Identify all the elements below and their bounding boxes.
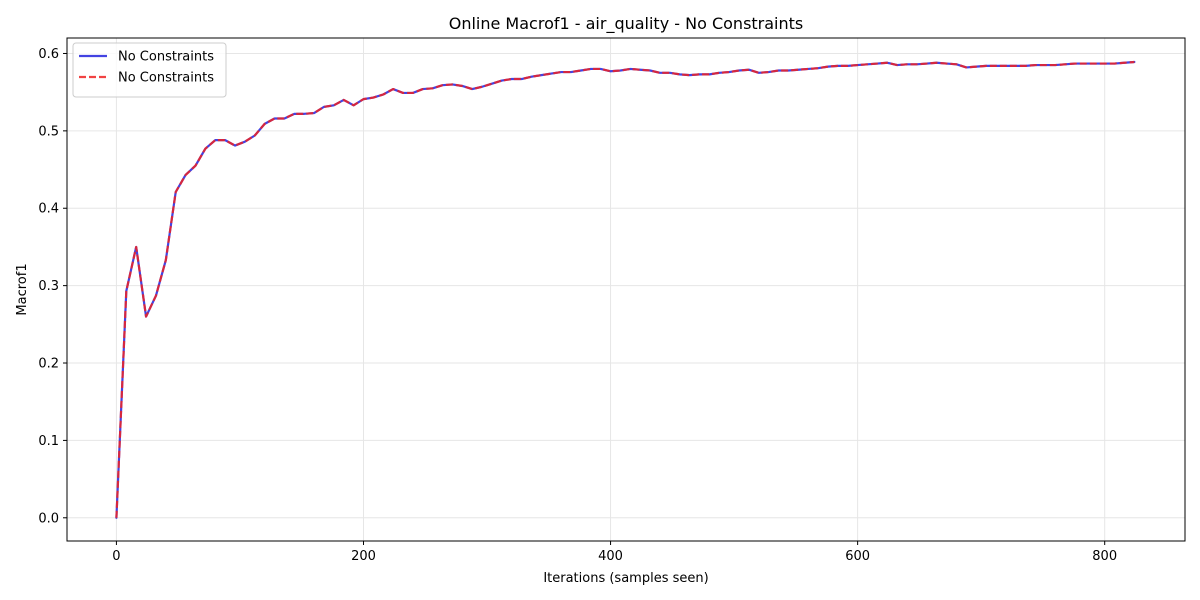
y-tick-label: 0.3 bbox=[38, 279, 59, 294]
axis-ticks: 0 200 400 600 800 0.0 0.1 0.2 0.3 0.4 0.5 0.6 bbox=[38, 47, 1117, 564]
y-tick-label: 0.1 bbox=[38, 434, 59, 449]
y-tick-label: 0.2 bbox=[38, 357, 59, 372]
x-tick-label: 0 bbox=[112, 549, 120, 564]
series-line-dashed bbox=[115, 60, 1135, 518]
grid-lines bbox=[67, 38, 1185, 541]
x-axis-title: Iterations (samples seen) bbox=[543, 571, 708, 586]
x-tick-label: 400 bbox=[598, 549, 623, 564]
legend-label: No Constraints bbox=[118, 50, 214, 65]
y-axis-title: Macrof1 bbox=[15, 263, 30, 315]
x-tick-label: 200 bbox=[351, 549, 376, 564]
x-tick-label: 800 bbox=[1092, 549, 1117, 564]
x-tick-label: 600 bbox=[845, 549, 870, 564]
series-lines bbox=[115, 60, 1136, 519]
y-tick-label: 0.6 bbox=[38, 47, 59, 62]
y-tick-label: 0.5 bbox=[38, 124, 59, 139]
chart-title: Online Macrof1 - air_quality - No Constr… bbox=[449, 14, 804, 34]
legend: No Constraints No Constraints bbox=[72, 42, 227, 98]
legend-box bbox=[72, 42, 227, 98]
y-tick-label: 0.0 bbox=[38, 511, 59, 526]
plot-frame bbox=[66, 37, 1186, 542]
legend-label: No Constraints bbox=[118, 71, 214, 86]
y-tick-label: 0.4 bbox=[38, 202, 59, 217]
